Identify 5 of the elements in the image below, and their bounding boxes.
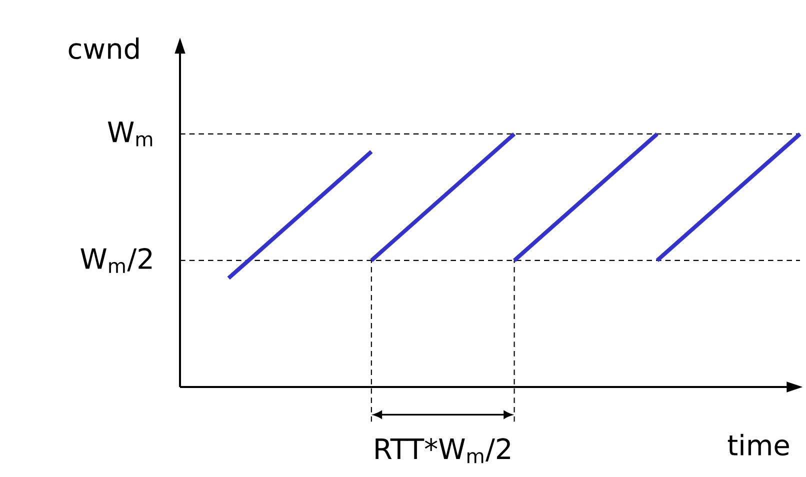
ref-line-label: W$_{m}$/2: [80, 248, 152, 273]
ref-line-label: W$_{m}$: [108, 122, 152, 146]
x-axis-title: time: [728, 434, 789, 456]
y-axis-title: cwnd: [68, 37, 139, 60]
text: RTT*W$_{m}$/2: [376, 438, 510, 464]
